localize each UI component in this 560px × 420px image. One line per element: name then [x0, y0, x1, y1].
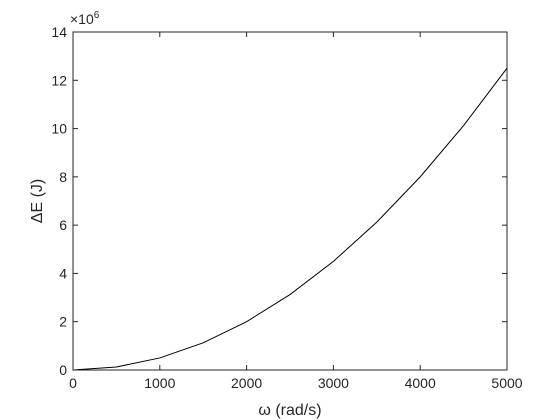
series-layer: [72, 67, 508, 371]
y-tick-label: 2: [59, 314, 67, 330]
x-tick-label: 3000: [318, 375, 349, 391]
x-tick-label: 1000: [144, 375, 175, 391]
y-axis-exponent: ×106: [70, 10, 100, 27]
y-tick-label: 0: [59, 362, 67, 378]
axes-box: [72, 31, 508, 371]
y-tick-label: 8: [59, 169, 67, 185]
x-tick-label: 5000: [491, 375, 522, 391]
y-axis-ticks: 0 2 4 6 8 10 12 14: [51, 24, 507, 378]
x-tick-label: 2000: [231, 375, 262, 391]
y-axis-label: ΔE (J): [29, 179, 46, 223]
x-tick-label: 0: [69, 375, 77, 391]
y-tick-label: 12: [51, 72, 67, 88]
x-axis-ticks: 0 1000 2000 3000 4000 5000: [69, 32, 523, 391]
x-tick-label: 4000: [405, 375, 436, 391]
y-tick-label: 14: [51, 24, 67, 40]
y-tick-label: 6: [59, 217, 67, 233]
x-axis-label: ω (rad/s): [258, 402, 321, 419]
y-tick-label: 10: [51, 121, 67, 137]
axes-frame: [72, 31, 508, 371]
y-tick-label: 4: [59, 265, 67, 281]
